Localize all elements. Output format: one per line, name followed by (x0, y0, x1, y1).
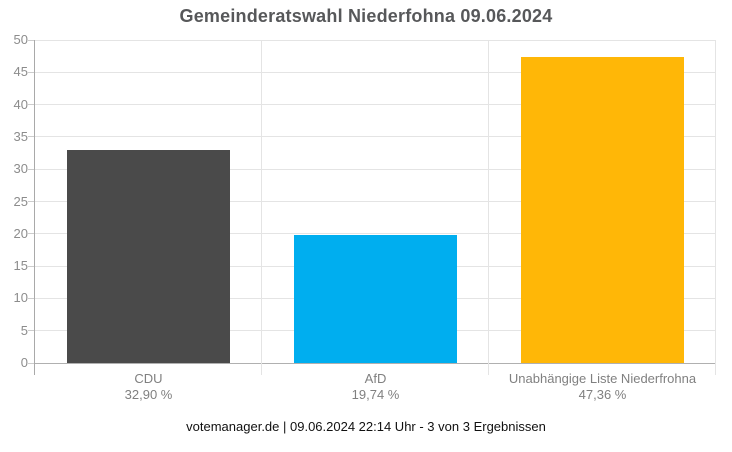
gridline (35, 201, 716, 202)
y-axis-tick-label: 30 (13, 161, 28, 177)
category-label-block: CDU 32,90 % (35, 371, 262, 403)
y-axis-tick-label: 45 (13, 64, 28, 80)
y-axis-tick-mark (28, 330, 34, 332)
y-axis-tick-label: 20 (13, 225, 28, 241)
gridline (35, 39, 716, 41)
gridline (35, 233, 716, 235)
gridline (35, 71, 716, 73)
bar-afd (294, 235, 457, 363)
x-axis-zero-line (35, 362, 716, 364)
y-axis-tick-label: 25 (13, 193, 28, 209)
y-axis-tick-mark (28, 265, 34, 267)
y-axis-tick-label: 10 (13, 290, 28, 306)
category-boundary-line (488, 40, 489, 375)
y-axis-tick-mark (28, 136, 34, 138)
y-axis-tick-mark (28, 104, 34, 106)
y-axis-tick-mark (28, 297, 34, 299)
y-axis-tick-mark (28, 39, 34, 41)
category-value-label: 19,74 % (351, 387, 400, 402)
category-value-label: 47,36 % (578, 387, 627, 402)
category-label: Unabhängige Liste Niederfrohna (508, 371, 697, 386)
y-axis-tick-label: 15 (13, 258, 28, 274)
y-axis-tick-label: 40 (13, 96, 28, 112)
chart-title: Gemeinderatswahl Niederfohna 09.06.2024 (179, 6, 553, 26)
gridline (35, 104, 716, 106)
plot-area (28, 39, 716, 375)
y-axis-tick-mark (28, 71, 34, 73)
y-axis-tick-mark (28, 233, 34, 235)
y-axis-tick-label: 0 (20, 355, 28, 370)
y-axis-tick-mark (28, 168, 34, 170)
category-label: AfD (364, 371, 387, 386)
category-value-label: 32,90 % (124, 387, 173, 402)
category-label: CDU (134, 371, 163, 386)
category-boundary-line (715, 40, 716, 375)
category-label-block: Unabhängige Liste Niederfrohna 47,36 % (489, 371, 716, 403)
gridline (35, 136, 716, 138)
y-axis-tick-mark (28, 201, 34, 202)
y-axis-line (34, 40, 35, 375)
y-axis-tick-label: 50 (13, 32, 28, 47)
gridline (35, 168, 716, 170)
y-axis-tick-label: 5 (20, 322, 28, 338)
y-axis-tick-label: 35 (13, 128, 28, 144)
chart-footer: votemanager.de | 09.06.2024 22:14 Uhr - … (186, 419, 546, 434)
category-boundary-line (261, 40, 262, 375)
bar-cdu (67, 150, 230, 363)
category-label-block: AfD 19,74 % (262, 371, 489, 403)
bar-unabh-ngige-liste-niederfrohna (521, 57, 684, 363)
y-axis-tick-mark (28, 362, 34, 364)
